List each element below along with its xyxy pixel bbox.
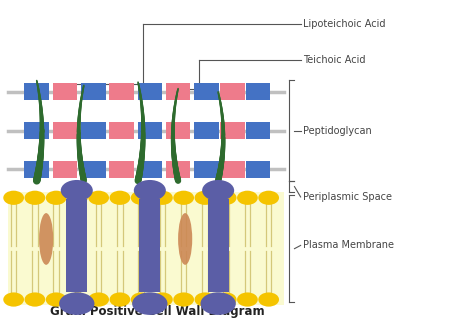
Circle shape [46,191,66,205]
Bar [208,199,228,292]
FancyBboxPatch shape [25,83,49,100]
Bar [66,199,87,292]
Circle shape [173,191,194,205]
Ellipse shape [61,180,93,201]
Circle shape [109,292,130,307]
FancyBboxPatch shape [166,161,191,178]
Circle shape [88,292,109,307]
Circle shape [109,191,130,205]
FancyBboxPatch shape [220,122,245,139]
Circle shape [258,191,279,205]
Circle shape [216,292,237,307]
Circle shape [194,191,215,205]
FancyBboxPatch shape [137,161,162,178]
Bar [139,199,160,292]
Text: Lipoteichoic Acid: Lipoteichoic Acid [303,19,385,29]
FancyBboxPatch shape [194,161,219,178]
Ellipse shape [178,213,192,265]
FancyBboxPatch shape [81,122,106,139]
Text: Plasma Membrane: Plasma Membrane [303,240,394,250]
FancyBboxPatch shape [246,83,271,100]
Ellipse shape [202,180,234,201]
Circle shape [3,292,24,307]
Circle shape [173,292,194,307]
FancyBboxPatch shape [53,161,77,178]
Circle shape [152,191,173,205]
FancyBboxPatch shape [109,161,134,178]
Text: Teichoic Acid: Teichoic Acid [303,54,365,65]
Circle shape [237,292,258,307]
Circle shape [152,292,173,307]
FancyBboxPatch shape [25,122,49,139]
FancyBboxPatch shape [25,161,49,178]
Ellipse shape [141,240,159,258]
Ellipse shape [201,292,236,315]
Circle shape [194,292,215,307]
FancyBboxPatch shape [137,83,162,100]
FancyBboxPatch shape [81,83,106,100]
Circle shape [216,191,237,205]
Bar [9,192,284,305]
Text: Peptidoglycan: Peptidoglycan [303,126,372,136]
FancyBboxPatch shape [166,83,191,100]
Circle shape [25,191,45,205]
FancyBboxPatch shape [246,161,271,178]
FancyBboxPatch shape [137,122,162,139]
Circle shape [131,292,152,307]
FancyBboxPatch shape [166,122,191,139]
Circle shape [25,292,45,307]
FancyBboxPatch shape [53,122,77,139]
Ellipse shape [39,213,53,265]
FancyBboxPatch shape [194,122,219,139]
FancyBboxPatch shape [194,83,219,100]
FancyBboxPatch shape [246,122,271,139]
Ellipse shape [59,292,94,315]
Text: Periplasmic Space: Periplasmic Space [303,192,392,202]
Circle shape [258,292,279,307]
Ellipse shape [134,180,166,201]
Circle shape [46,292,66,307]
Ellipse shape [209,240,227,258]
FancyBboxPatch shape [81,161,106,178]
Circle shape [3,191,24,205]
Ellipse shape [68,240,86,258]
FancyBboxPatch shape [220,83,245,100]
Ellipse shape [132,292,167,315]
Circle shape [88,191,109,205]
Circle shape [237,191,258,205]
Circle shape [67,292,88,307]
FancyBboxPatch shape [53,83,77,100]
FancyBboxPatch shape [109,83,134,100]
Circle shape [131,191,152,205]
Text: Gram Positive Cell Wall Diagram: Gram Positive Cell Wall Diagram [50,305,264,318]
Circle shape [67,191,88,205]
FancyBboxPatch shape [220,161,245,178]
FancyBboxPatch shape [109,122,134,139]
